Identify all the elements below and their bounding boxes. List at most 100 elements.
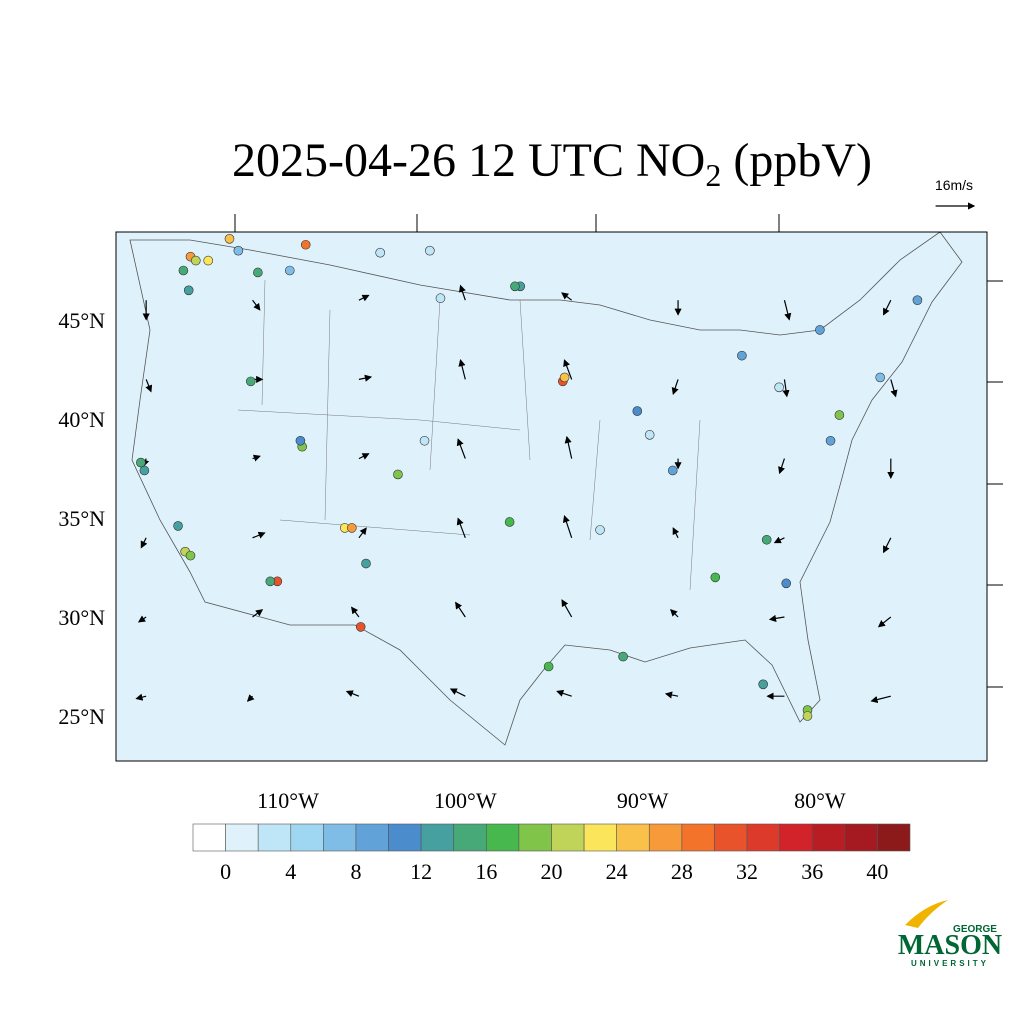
logo-swoosh [905,900,948,928]
station [774,382,784,393]
colorbar-tick-label: 0 [220,859,231,884]
wind-arrow [358,294,370,302]
colorbar-box [779,823,813,852]
station [543,661,554,672]
state-lines [237,279,701,591]
wind-arrow [778,458,786,475]
station [355,622,366,632]
station [737,350,747,361]
wind-arrow [252,609,264,618]
frame [115,231,988,762]
wind-arrow [883,299,892,316]
wind-arrow [246,694,255,702]
colorbar: 0 4 8 12 16 20 24 28 32 36 40 [192,823,911,884]
station [667,465,678,476]
vector-reference-label: 16m/s [935,177,973,193]
wind-arrow [670,608,679,618]
wind-arrow [358,527,367,539]
colorbar-box [388,823,422,852]
colorbar-box [648,823,683,852]
wind-arrow [252,299,261,311]
plot-area [116,232,987,761]
colorbar-box [420,823,455,852]
station [295,435,306,446]
station [185,550,196,561]
station [644,430,655,440]
lon-label: 110°W [257,788,319,813]
wind-arrow [456,517,466,539]
station [758,679,768,690]
colorbar-box [551,823,585,852]
colorbar-box [192,823,226,852]
colorbar-tick-label: 32 [736,859,758,884]
background [116,232,987,761]
station [245,376,256,387]
station [284,265,295,276]
colorbar-tick-label: 20 [541,859,563,884]
station [510,281,520,292]
colorbar-box [518,823,552,852]
station [139,465,150,476]
station [875,372,885,383]
wind-arrow [358,374,373,382]
wind-arrow [561,599,573,618]
wind-arrow [458,284,466,301]
country-outline [129,232,963,746]
station [761,534,772,545]
station [203,255,214,266]
colorbar-box [453,823,487,852]
station [178,265,189,276]
wind-arrow [455,601,466,618]
wind-arrow [135,693,147,701]
wind-arrow [252,531,266,539]
station [173,521,183,531]
station [375,247,385,258]
station [393,469,403,480]
station [834,410,845,420]
station [265,576,276,587]
colorbar-box [486,823,520,852]
lon-label: 100°W [434,788,497,813]
lat-label: 40°N [58,407,105,432]
colorbar-tick-label: 16 [475,859,497,884]
station [425,245,435,256]
station [710,572,721,583]
title: 2025-04-26 12 UTC NO2 (ppbV) [232,134,872,193]
wind-arrow [556,689,572,697]
logo-top: GEORGE [953,924,997,935]
wind-arrow [782,379,790,398]
wind-arrow [564,435,573,459]
lat-label: 45°N [58,308,105,333]
wind-arrow [672,527,680,539]
wind-arrow [890,379,898,398]
wind-arrow [883,537,892,554]
wind-arrow [773,536,785,544]
colorbar-box [681,823,715,852]
wind-arrow [137,615,147,623]
colorbar-box [225,823,259,852]
station [233,245,244,256]
wind-arrow [145,379,153,393]
lon-label: 80°W [794,788,846,813]
station [136,457,146,468]
stations [136,234,923,721]
wind-arrow [140,537,148,549]
lon-label: 90°W [617,788,669,813]
wind-arrow [345,690,360,697]
station [504,517,515,527]
station [802,711,813,721]
station [825,435,836,446]
colorbar-tick-label: 8 [350,859,361,884]
wind-arrow [252,454,261,462]
station [632,406,643,416]
wind-arrow [562,515,573,538]
colorbar-tick-label: 36 [801,859,823,884]
logo: GEORGE MASON UNIVERSITY [898,900,1002,968]
station [595,525,605,535]
wind-arrow [768,614,785,622]
wind-vectors [135,284,898,704]
station [912,295,923,306]
lat-label: 25°N [58,704,105,729]
station [191,255,201,266]
